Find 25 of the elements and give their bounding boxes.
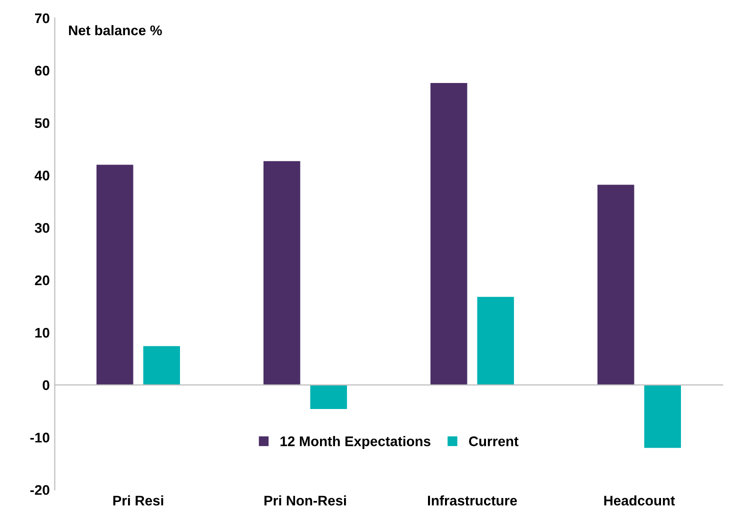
y-tick-label: 20	[34, 275, 50, 286]
bar	[96, 164, 134, 385]
y-tick-label: 30	[34, 223, 50, 233]
bar	[644, 384, 681, 448]
x-tick-label: Pri Non-Resi	[264, 495, 346, 506]
y-tick-label: 0	[42, 380, 50, 390]
y-tick-label: 40	[34, 170, 50, 180]
bar	[597, 184, 634, 385]
y-tick-label: 60	[34, 66, 50, 76]
bar	[477, 296, 514, 385]
y-tick-label: 10	[35, 328, 50, 338]
x-tick-label: Pri Resi	[113, 495, 164, 506]
bar	[263, 161, 300, 385]
bar	[310, 384, 347, 410]
y-axis-title: Net balance %	[69, 25, 162, 36]
y-tick-label: -20	[30, 485, 50, 495]
y-tick-label: 50	[34, 118, 50, 128]
y-tick-label: 70	[35, 13, 50, 24]
x-tick-label: Infrastructure	[428, 495, 517, 506]
legend-label: Current	[469, 436, 518, 446]
y-tick-label: -10	[30, 432, 50, 443]
legend-label: 12 Month Expectations	[280, 436, 430, 449]
bar	[143, 346, 180, 385]
bar	[430, 83, 468, 385]
x-tick-label: Headcount	[604, 495, 675, 506]
